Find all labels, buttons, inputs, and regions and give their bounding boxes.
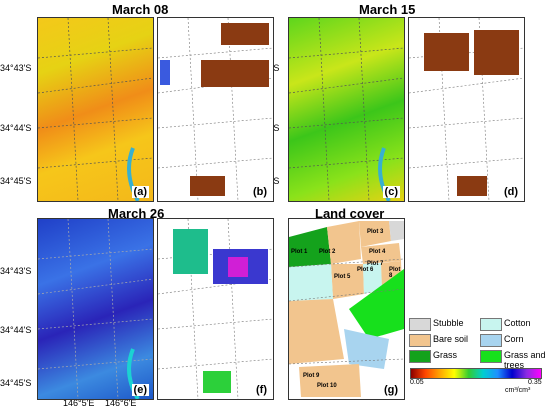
legend-swatch-stubble <box>409 318 431 331</box>
lat-label-43: 34°43'S <box>0 63 32 73</box>
title-land-cover: Land cover <box>315 206 385 221</box>
colorbar-unit: cm³/cm³ <box>505 387 531 394</box>
legend-label-grass: Grass <box>433 350 458 360</box>
panel-c-label: (c) <box>382 186 400 198</box>
panel-c-fields <box>289 18 404 201</box>
panel-f-map: (f) <box>157 218 274 400</box>
lat-label-44: 34°44'S <box>0 123 32 133</box>
panel-b-label: (b) <box>250 186 269 198</box>
lat-label-44-bottom: 34°44'S <box>0 325 32 335</box>
lat-label-45: 34°45'S <box>0 176 32 186</box>
title-march-15: March 15 <box>359 2 416 17</box>
legend-label-stubble: Stubble <box>433 318 464 328</box>
panel-e-fields <box>38 219 153 399</box>
plot-8-label: Plot 8 <box>389 267 401 279</box>
plot-9-label: Plot 9 <box>303 373 320 379</box>
panel-b-fields <box>158 18 273 201</box>
lon-label-6: 146°6'E <box>105 398 137 408</box>
plot-7-label: Plot 7 <box>367 261 384 267</box>
lat-label-43-bottom: 34°43'S <box>0 266 32 276</box>
plot-10-label: Plot 10 <box>317 383 337 389</box>
plot-3-label: Plot 3 <box>367 229 384 235</box>
plot-1-label: Plot 1 <box>291 249 308 255</box>
colorbar-min: 0.05 <box>410 379 424 386</box>
panel-d-fields <box>409 18 524 201</box>
panel-c-map: (c) <box>288 17 405 202</box>
title-march-26: March 26 <box>108 206 165 221</box>
title-march-08: March 08 <box>112 2 169 17</box>
legend-swatch-bare-soil <box>409 334 431 347</box>
plot-6-label: Plot 6 <box>357 267 374 273</box>
panel-a-fields <box>38 18 153 201</box>
legend-swatch-grass <box>409 350 431 363</box>
panel-e-label: (e) <box>131 384 149 396</box>
legend-label-grass-and-trees: Grass and trees <box>504 350 546 370</box>
panel-a-label: (a) <box>131 186 149 198</box>
legend-swatch-corn <box>480 334 502 347</box>
panel-d-map: (d) <box>408 17 525 202</box>
lon-label-5: 146°5'E <box>63 398 95 408</box>
panel-d-label: (d) <box>501 186 520 198</box>
legend-label-bare-soil: Bare soil <box>433 334 469 344</box>
plot-4-label: Plot 4 <box>369 249 386 255</box>
colorbar <box>410 368 542 379</box>
panel-g-fields <box>289 221 404 397</box>
legend-label-corn: Corn <box>504 334 524 344</box>
plot-2-label: Plot 2 <box>319 249 336 255</box>
lat-label-45-bottom: 34°45'S <box>0 378 32 388</box>
panel-e-map: (e) <box>37 218 154 400</box>
panel-g-map: Plot 1 Plot 2 Plot 3 Plot 4 Plot 5 Plot … <box>288 218 405 400</box>
colorbar-max: 0.35 <box>528 379 542 386</box>
legend-label-cotton: Cotton <box>504 318 531 328</box>
panel-b-map: (b) <box>157 17 274 202</box>
legend-swatch-grass-and-trees <box>480 350 502 363</box>
panel-a-map: (a) <box>37 17 154 202</box>
plot-5-label: Plot 5 <box>334 274 351 280</box>
panel-f-label: (f) <box>254 384 269 396</box>
legend-swatch-cotton <box>480 318 502 331</box>
panel-f-fields <box>158 219 273 399</box>
panel-g-label: (g) <box>381 384 400 396</box>
